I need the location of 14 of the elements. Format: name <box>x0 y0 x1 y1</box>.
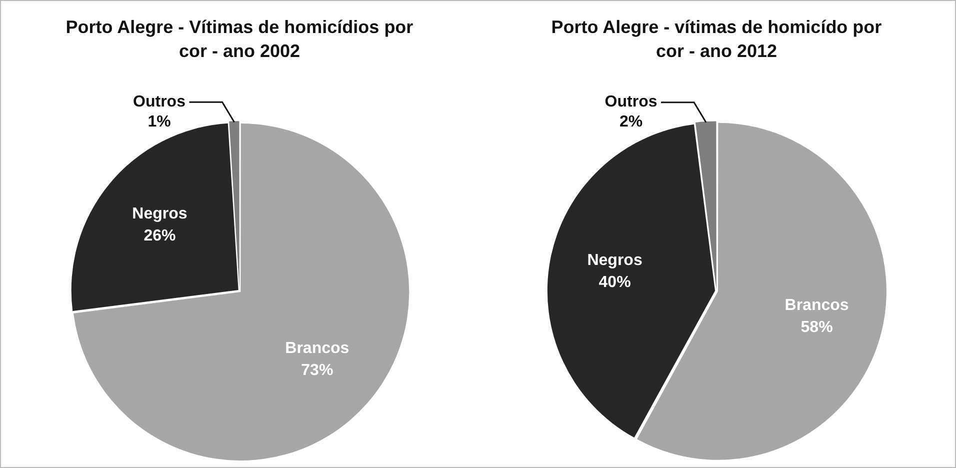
data-label: 40% <box>598 274 631 292</box>
data-label: 1% <box>148 113 171 130</box>
data-label: 58% <box>800 319 833 336</box>
slice-label: Brancos <box>285 340 350 357</box>
chart-title: Porto Alegre - Vítimas de homicídios por cor - ano 2002 <box>64 16 414 63</box>
data-label: 2% <box>619 114 643 131</box>
data-label: 73% <box>301 362 334 379</box>
chart-title: Porto Alegre - vítimas de homicído por cor - ano 2012 <box>550 16 883 63</box>
slice-label: Negros <box>132 205 188 222</box>
slice-label: Negros <box>587 252 642 270</box>
slice-label: Brancos <box>784 297 849 314</box>
slice-label: Outros <box>133 93 186 110</box>
data-label: 26% <box>144 227 176 244</box>
slice-label: Outros <box>604 94 658 111</box>
